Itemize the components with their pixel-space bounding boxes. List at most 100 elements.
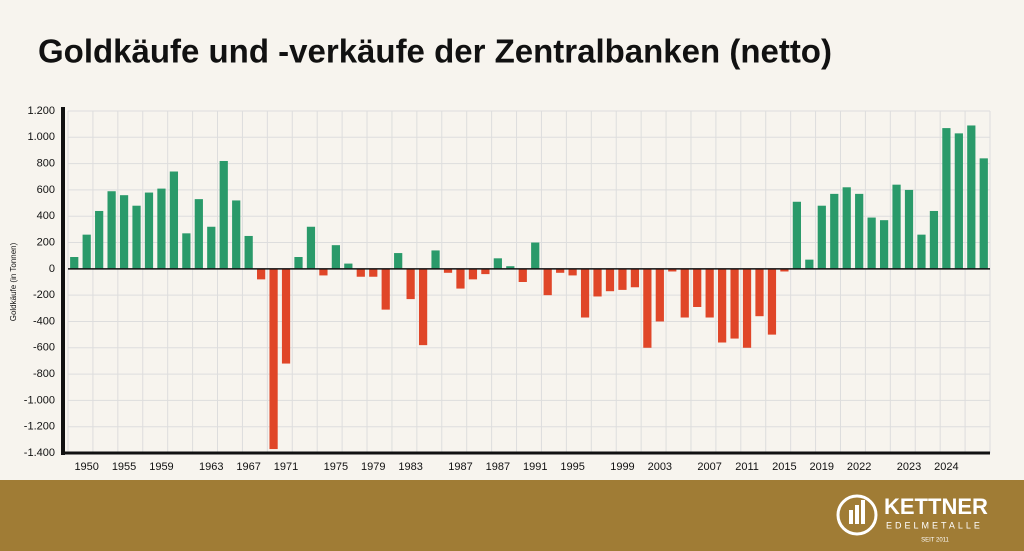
bar [568,268,577,276]
bar [842,187,851,269]
x-tick-label: 1975 [324,461,348,473]
bar [630,268,640,288]
bar [867,217,876,269]
bar [904,189,914,269]
bar [219,160,228,269]
bar [369,268,378,277]
x-tick-label: 2007 [697,461,721,473]
bar [306,226,316,269]
bar [805,259,814,269]
logo-subtitle: EDELMETALLE [886,520,983,530]
x-tick-label: 1963 [199,461,223,473]
bar [169,171,179,269]
bar [331,245,340,269]
y-tick-label: 1.000 [27,131,55,143]
bar [232,200,241,269]
x-tick-label: 2024 [934,461,958,473]
bar [942,128,951,269]
bar [693,268,702,307]
x-tick-label: 1991 [523,461,547,473]
x-tick-label: 2022 [847,461,871,473]
x-tick-label: 2015 [772,461,796,473]
bar [780,268,789,272]
bar [244,235,253,269]
bar [892,184,901,269]
bar [406,268,415,300]
bar [817,205,826,269]
bar [518,268,527,282]
bar [70,257,79,269]
bar [979,158,988,269]
x-tick-label: 2023 [897,461,921,473]
bar [157,188,166,269]
bar [281,268,291,364]
bar [755,268,764,317]
bar [917,234,926,269]
y-tick-label: -800 [33,368,55,380]
y-tick-label: -400 [33,315,55,327]
bar [319,268,328,276]
bar [668,268,677,272]
bar [929,210,939,269]
bar [543,268,552,296]
bar [967,125,976,269]
x-tick-label: 1995 [560,461,584,473]
x-tick-label: 1987 [448,461,472,473]
y-tick-label: -200 [33,289,55,301]
y-tick-label: 600 [37,184,55,196]
y-tick-label: 200 [37,236,55,248]
bar [855,193,864,269]
bar [132,205,141,269]
bar [792,201,801,269]
y-tick-label: -600 [33,342,55,354]
bar [381,268,390,310]
y-tick-label: 400 [37,210,55,222]
bar [556,268,565,273]
bar [593,268,602,297]
bar [294,257,303,269]
logo-name: KETTNER [884,494,988,519]
bar [207,226,216,269]
y-tick-label: -1.200 [24,421,55,433]
bar [95,210,104,269]
bar [119,195,129,269]
x-tick-label: 2003 [648,461,672,473]
bar [144,192,154,269]
bar [879,220,889,269]
logo-icon [836,494,878,536]
x-tick-label: 2019 [810,461,834,473]
bar [356,268,365,277]
logo-since: SEIT 2011 [921,538,949,544]
bar [418,268,428,346]
bar [531,242,540,269]
x-tick-label: 1983 [398,461,422,473]
x-tick-label: 1971 [274,461,298,473]
bar [506,266,515,269]
x-tick-label: 1950 [74,461,98,473]
bar [443,268,453,273]
x-tick-label: 1967 [236,461,260,473]
x-tick-label: 1959 [149,461,173,473]
bar [107,191,116,269]
bar [394,253,403,269]
bar [344,263,353,269]
bar [680,268,689,318]
bar [618,268,627,290]
bar [82,234,91,269]
bar [456,268,465,289]
bar [605,268,615,292]
bar [830,193,839,269]
logo-icon [855,505,859,524]
y-tick-label: 1.200 [27,105,55,117]
bar [194,199,203,269]
bar [643,268,652,348]
bar [655,268,664,322]
chart-title: Goldkäufe und -verkäufe der Zentralbanke… [38,33,832,70]
bar [431,250,440,269]
bar [257,268,266,280]
x-tick-label: 1987 [486,461,510,473]
x-tick-label: 1999 [610,461,634,473]
bar [954,133,963,269]
bar [493,258,502,269]
